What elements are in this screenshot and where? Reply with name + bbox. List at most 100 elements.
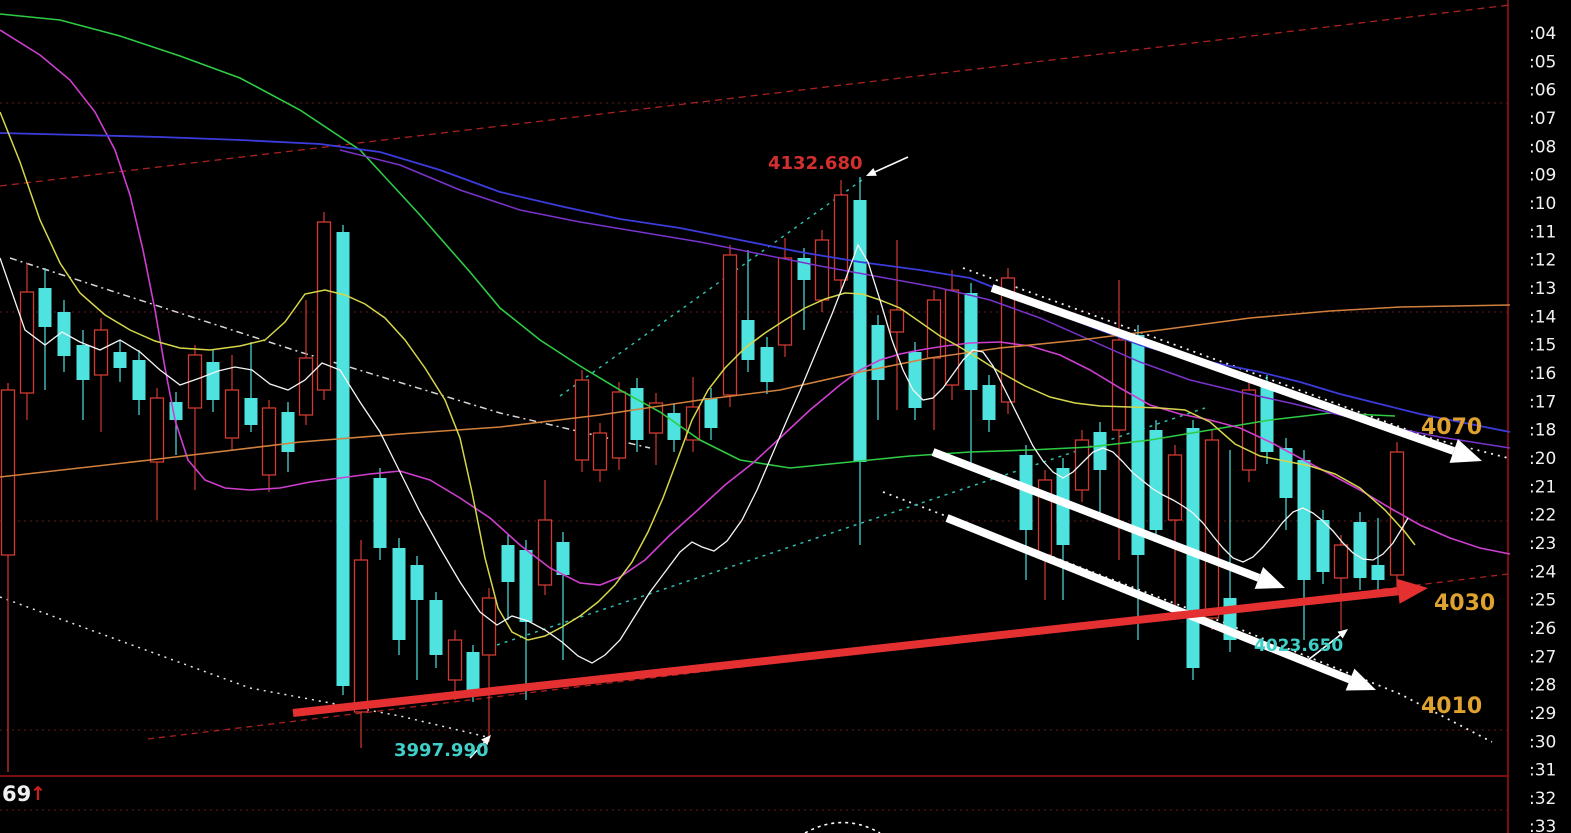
candle-down	[501, 545, 515, 582]
candle-down	[556, 542, 570, 575]
time-label: :17	[1529, 392, 1556, 412]
candle-down	[1371, 565, 1385, 580]
recent-low-pointer-head	[1337, 629, 1348, 639]
ma-line-white-fast	[0, 243, 1409, 664]
time-label: :29	[1529, 704, 1556, 724]
candle-down	[336, 232, 350, 686]
red-trend-arrow-head	[1396, 578, 1428, 604]
candle-down	[667, 413, 681, 440]
time-label: :31	[1529, 761, 1556, 781]
candle-down	[1297, 460, 1311, 580]
candle-down	[1093, 432, 1107, 470]
candle-down	[76, 345, 90, 380]
candle-up	[648, 402, 664, 434]
low-pointer-head	[481, 735, 491, 746]
time-label: :04	[1529, 24, 1556, 44]
time-label: :20	[1529, 449, 1556, 469]
time-label: :23	[1529, 534, 1556, 554]
candle-up	[353, 559, 369, 713]
time-label: :32	[1529, 789, 1556, 809]
candle-down	[630, 388, 644, 440]
candle-up	[93, 329, 109, 376]
time-label: :16	[1529, 364, 1556, 384]
price-label: 4132.680	[768, 153, 863, 174]
price-label: 3997.990	[394, 740, 489, 761]
candle-down	[908, 352, 922, 408]
time-label: :33	[1529, 817, 1556, 833]
candle-up	[574, 379, 590, 461]
price-label: 4030	[1434, 591, 1495, 616]
candle-down	[1149, 430, 1163, 530]
peak-pointer	[874, 156, 909, 173]
candle-up	[685, 406, 701, 441]
candle-down	[429, 600, 443, 655]
candle-up	[149, 397, 165, 463]
candle-up	[1074, 439, 1090, 491]
time-label: :13	[1529, 279, 1556, 299]
candle-up	[777, 257, 793, 346]
time-label: :18	[1529, 421, 1556, 441]
ma-line-blue	[0, 132, 1511, 433]
candle-up	[611, 391, 627, 459]
candle-down	[760, 347, 774, 382]
candle-up	[224, 389, 240, 439]
time-label: :07	[1529, 109, 1556, 129]
white-channel-arrow-3-head	[1345, 668, 1376, 691]
time-label: :26	[1529, 619, 1556, 639]
time-label: :28	[1529, 676, 1556, 696]
time-label: :08	[1529, 137, 1556, 157]
time-label: :12	[1529, 251, 1556, 271]
time-label: :24	[1529, 562, 1556, 582]
candle-down	[519, 550, 533, 622]
candle-up	[447, 639, 463, 681]
candle-down	[1279, 448, 1293, 498]
time-label: :22	[1529, 506, 1556, 526]
price-label: 4023.650	[1254, 636, 1343, 656]
candle-down	[1316, 520, 1330, 572]
candle-down	[1019, 455, 1033, 530]
candle-down	[132, 360, 146, 400]
trend-line-teal-rising-to-peak	[559, 179, 863, 397]
candle-down	[741, 320, 755, 360]
ma-line-magenta	[0, 29, 1511, 586]
dotted-arc	[804, 821, 881, 833]
time-label: :21	[1529, 477, 1556, 497]
candle-up	[261, 407, 277, 476]
white-channel-arrow-3	[945, 514, 1352, 684]
trend-line-red-fan-line	[0, 4, 1511, 187]
time-label: :30	[1529, 732, 1556, 752]
candle-down	[964, 293, 978, 390]
candle-down	[392, 548, 406, 640]
candle-down	[466, 652, 480, 690]
candle-down	[1186, 428, 1200, 668]
footer-up-arrow-icon: ↑	[30, 783, 46, 805]
time-label: :06	[1529, 81, 1556, 101]
candle-up	[833, 194, 849, 281]
time-label: :14	[1529, 307, 1556, 327]
candle-down	[1353, 522, 1367, 578]
time-label: :10	[1529, 194, 1556, 214]
candle-down	[871, 325, 885, 380]
candle-up	[944, 289, 960, 386]
peak-pointer-head	[866, 168, 877, 176]
candle-up	[1167, 454, 1183, 521]
ma-line-orange	[0, 304, 1511, 478]
white-channel-arrow-2	[931, 448, 1261, 582]
candle-down	[113, 352, 127, 368]
candle-down	[1131, 335, 1145, 555]
candle-down	[853, 200, 867, 462]
candle-up	[1333, 544, 1349, 579]
candle-up	[1000, 277, 1016, 403]
time-label: :05	[1529, 52, 1556, 72]
candle-down	[244, 398, 258, 425]
time-label: :15	[1529, 336, 1556, 356]
price-label: 4070	[1421, 415, 1482, 440]
candle-down	[206, 362, 220, 400]
candle-down	[410, 565, 424, 600]
footer-counter: 69	[2, 782, 31, 806]
candle-up	[537, 519, 553, 586]
candle-up	[1204, 439, 1220, 619]
candle-up	[1389, 451, 1405, 576]
ma-line-yellow	[0, 111, 1416, 641]
